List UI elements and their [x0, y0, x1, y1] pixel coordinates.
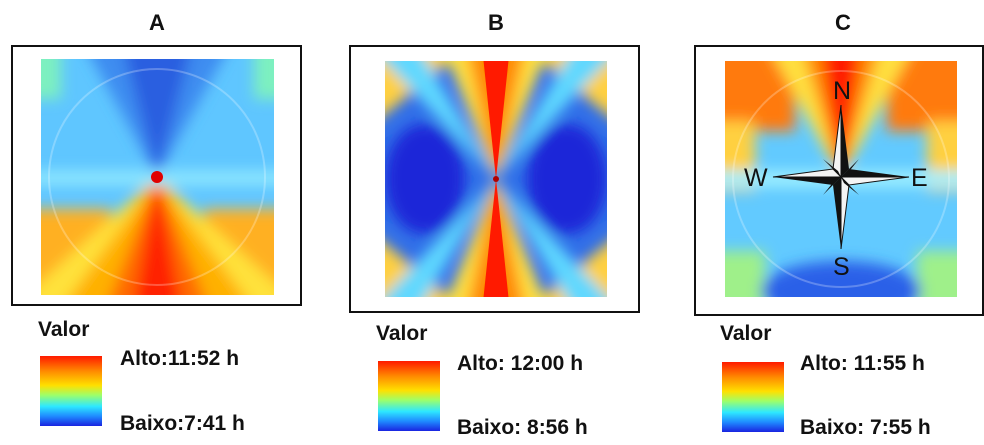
- radiation-heatmap-c: [725, 61, 957, 297]
- heatmap-frame-c: N S E W: [694, 45, 984, 316]
- legend-title-c: Valor: [720, 322, 772, 345]
- legend-title-b: Valor: [376, 322, 428, 345]
- panel-label-c: C: [835, 10, 851, 35]
- compass-rose: N S E W: [744, 77, 928, 277]
- panel-label-b: B: [488, 10, 504, 35]
- legend-title-a: Valor: [38, 318, 90, 341]
- radiation-heatmap-b: [385, 61, 607, 297]
- heatmap-frame-b: [349, 45, 640, 313]
- heatmap-frame-a: [11, 45, 302, 306]
- compass-south-label: S: [833, 253, 850, 277]
- legend-color-scale-a: [40, 356, 102, 426]
- panel-label-a: A: [149, 10, 165, 35]
- compass-west-label: W: [744, 164, 768, 192]
- compass-north-label: N: [833, 77, 851, 105]
- legend-high-c: Alto: 11:55 h: [800, 352, 925, 375]
- legend-low-c: Baixo: 7:55 h: [800, 416, 931, 439]
- legend-low-a: Baixo:7:41 h: [120, 412, 245, 435]
- legend-high-a: Alto:11:52 h: [120, 347, 240, 370]
- compass-star-icon: [772, 104, 910, 250]
- legend-color-scale-b: [378, 361, 440, 431]
- radiation-heatmap-a: [41, 59, 274, 295]
- legend-color-scale-c: [722, 362, 784, 432]
- compass-east-label: E: [911, 164, 928, 192]
- legend-high-b: Alto: 12:00 h: [457, 352, 584, 375]
- legend-low-b: Baixo: 8:56 h: [457, 416, 588, 439]
